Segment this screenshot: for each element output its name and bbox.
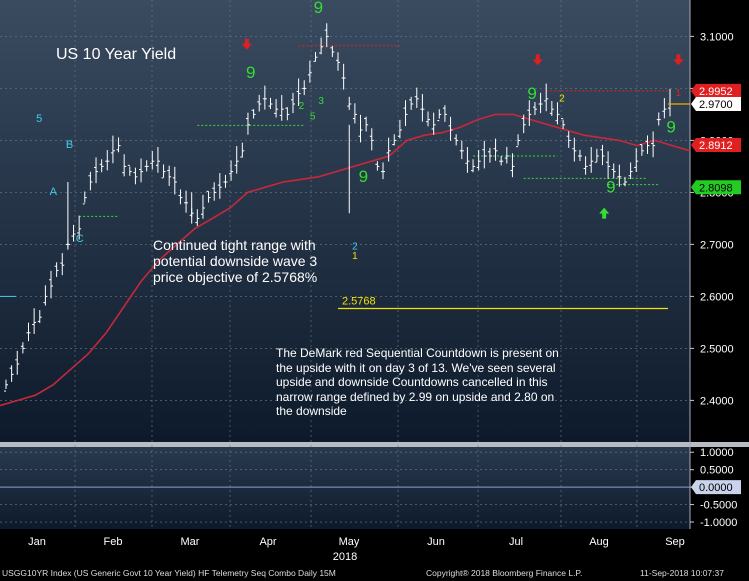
x-tick-label: Aug (589, 536, 609, 548)
sub-tick-label: 0.5000 (700, 465, 734, 477)
price-tag-label: 2.9700 (699, 99, 733, 111)
x-axis: Jan Feb Mar Apr May Jun Jul Aug Sep 2018 (28, 536, 685, 563)
sequential-count: 5 (310, 112, 316, 123)
sequential-count: 3 (318, 96, 324, 107)
wave-label: C (76, 233, 84, 245)
wave-label: A (50, 186, 58, 198)
x-tick-label: Jan (28, 536, 46, 548)
up-arrow-icon (599, 207, 610, 219)
moving-average-line (0, 113, 691, 407)
wave-label: B (66, 139, 73, 151)
x-tick-label: Mar (181, 536, 200, 548)
x-tick-label: Jun (427, 536, 445, 548)
y-tick-label: 2.4000 (700, 395, 734, 407)
y-tick-label: 2.6000 (700, 291, 734, 303)
price-tag-label: 2.8098 (699, 182, 733, 194)
x-tick-label: Sep (665, 536, 685, 548)
objective-label: 2.5768 (342, 295, 376, 307)
x-tick-label: May (339, 536, 360, 548)
y-tick-label: 2.5000 (700, 343, 734, 355)
sub-value-tag (691, 480, 741, 495)
chart-title: US 10 Year Yield (56, 46, 177, 63)
sequential-count: 9 (606, 177, 615, 196)
sequential-count: 1 (676, 88, 682, 99)
sequential-count: 1 (352, 251, 358, 262)
grid-lines (0, 0, 690, 529)
price-tag-box (691, 137, 741, 152)
sequential-count: 9 (359, 167, 368, 186)
footer-copyright: Copyright® 2018 Bloomberg Finance L.P. (426, 568, 583, 578)
moving-average-path (0, 113, 691, 407)
sequential-count: 9 (527, 84, 536, 103)
x-tick-label: Apr (259, 536, 276, 548)
price-tag-label: 2.8912 (699, 140, 733, 152)
sequential-count: 9 (246, 63, 255, 82)
price-tag-box (691, 83, 741, 98)
year-label: 2018 (333, 551, 357, 563)
sequential-count: 2 (352, 242, 358, 253)
x-tick-label: Feb (104, 536, 123, 548)
sequential-count: 9 (666, 118, 675, 137)
sequential-count: 2 (559, 93, 565, 104)
x-tick-label: Jul (509, 536, 523, 548)
lower-indicator: 1.0000 0.5000 -0.5000 -1.0000 0.0000 (0, 447, 741, 529)
down-arrow-icon (673, 54, 684, 66)
down-arrow-icon (241, 38, 252, 50)
price-bars (4, 23, 672, 392)
sub-tick-label: -1.0000 (700, 517, 737, 529)
sub-tick-label: -0.5000 (700, 500, 737, 512)
main-panel-bg (0, 0, 690, 442)
down-arrow-icon (532, 54, 543, 66)
wave-label: 5 (36, 113, 42, 125)
y-tick-label: 2.7000 (700, 239, 734, 251)
lower-panel-bg (0, 447, 690, 529)
footer-timestamp: 11-Sep-2018 10:07:37 (640, 568, 724, 578)
sub-value-label: 0.0000 (699, 482, 733, 494)
sequential-count: 2 (299, 101, 305, 112)
sub-tick-label: 1.0000 (700, 447, 734, 459)
footer-bar: USGG10YR Index (US Generic Govt 10 Year … (0, 566, 749, 581)
price-tag-label: 2.9952 (699, 86, 733, 98)
price-tag-box (691, 97, 741, 111)
sequential-count: 9 (314, 0, 323, 17)
panel-divider (0, 442, 749, 447)
y-tick-label: 3.1000 (700, 31, 734, 43)
footer-security: USGG10YR Index (US Generic Govt 10 Year … (2, 568, 336, 578)
demark-annotation: The DeMark red Sequential Countdown is p… (276, 346, 559, 418)
objective-annotation: Continued tight range with potential dow… (153, 237, 318, 285)
level-lines: 2.5768 (0, 45, 670, 310)
price-tag-box (691, 180, 741, 195)
